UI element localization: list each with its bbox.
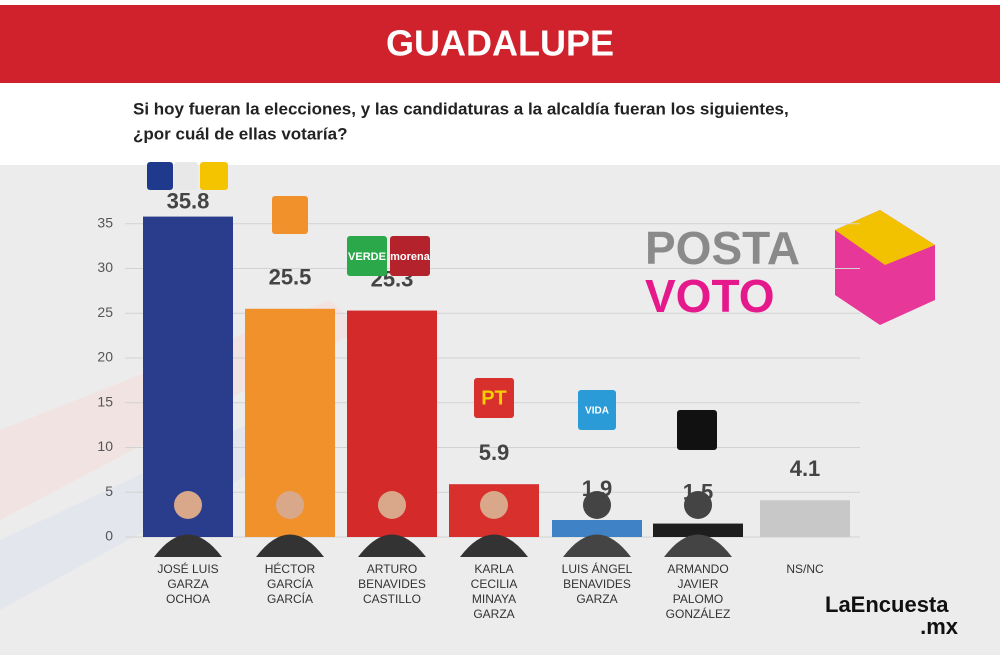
y-tick-label: 10	[97, 438, 113, 454]
candidate-head	[684, 491, 712, 519]
bar	[653, 523, 743, 537]
candidate-head	[583, 491, 611, 519]
party-logo	[578, 390, 616, 430]
x-tick-label: KARLA	[474, 562, 513, 576]
x-tick-label: GONZÁLEZ	[666, 606, 731, 621]
y-tick-label: 25	[97, 304, 113, 320]
x-tick-label: GARZA	[167, 577, 208, 591]
party-logo	[174, 162, 198, 190]
party-logo	[390, 236, 430, 276]
x-tick-label: HÉCTOR	[265, 561, 316, 576]
party-logo	[272, 196, 308, 234]
x-tick-label: NS/NC	[786, 562, 824, 576]
bar	[552, 519, 642, 537]
party-logo	[474, 378, 514, 418]
party-logo-text: PT	[481, 387, 507, 409]
y-tick-label: 0	[105, 528, 113, 544]
chart-title: GUADALUPE	[386, 23, 614, 64]
brand-voto: VOTO	[645, 270, 775, 322]
y-tick-label: 5	[105, 483, 113, 499]
x-tick-label: JOSÉ LUIS	[157, 561, 218, 576]
x-tick-label: CASTILLO	[363, 592, 421, 606]
party-logo	[677, 410, 717, 450]
y-tick-label: 20	[97, 349, 113, 365]
candidate-body	[563, 534, 631, 557]
x-tick-label: GARZA	[576, 592, 617, 606]
bar	[760, 500, 850, 537]
bar	[143, 216, 233, 537]
x-tick-label: GARCÍA	[267, 591, 313, 606]
value-label: 25.5	[269, 265, 312, 290]
x-tick-label: CECILIA	[471, 577, 518, 591]
y-tick-label: 35	[97, 214, 113, 230]
x-tick-label: PALOMO	[673, 592, 723, 606]
x-tick-label: BENAVIDES	[358, 577, 426, 591]
candidate-body	[358, 534, 426, 557]
value-label: 35.8	[167, 188, 210, 213]
y-tick-label: 15	[97, 393, 113, 409]
party-logo	[347, 236, 387, 276]
x-tick-label: MINAYA	[472, 592, 516, 606]
subtitle: Si hoy fueran la elecciones, y las candi…	[133, 99, 789, 118]
value-label: 4.1	[790, 456, 821, 481]
x-tick-label: GARCÍA	[267, 576, 313, 591]
party-logo-text: VERDE	[348, 251, 386, 263]
candidate-head	[378, 491, 406, 519]
source-brand: .mx	[920, 614, 959, 639]
party-logo-text: morena	[390, 251, 431, 263]
candidate-head	[480, 491, 508, 519]
candidate-body	[664, 534, 732, 557]
header-band	[0, 5, 1000, 83]
x-tick-label: BENAVIDES	[563, 577, 631, 591]
x-tick-label: LUIS ÁNGEL	[562, 561, 633, 576]
source-brand: LaEncuesta	[825, 592, 949, 617]
x-tick-label: ARMANDO	[667, 562, 728, 576]
candidate-body	[460, 534, 528, 557]
x-tick-label: GARZA	[473, 607, 514, 621]
brand-posta: POSTA	[645, 222, 800, 274]
value-label: 5.9	[479, 440, 510, 465]
x-tick-label: ARTURO	[367, 562, 417, 576]
candidate-body	[154, 534, 222, 557]
party-logo	[200, 162, 228, 190]
candidate-head	[174, 491, 202, 519]
subtitle: ¿por cuál de ellas votaría?	[133, 124, 347, 143]
x-tick-label: OCHOA	[166, 592, 210, 606]
candidate-body	[256, 534, 324, 557]
y-tick-label: 30	[97, 259, 113, 275]
party-logo	[147, 162, 173, 190]
party-logo-text: VIDA	[585, 406, 609, 417]
x-tick-label: JAVIER	[677, 577, 718, 591]
candidate-head	[276, 491, 304, 519]
